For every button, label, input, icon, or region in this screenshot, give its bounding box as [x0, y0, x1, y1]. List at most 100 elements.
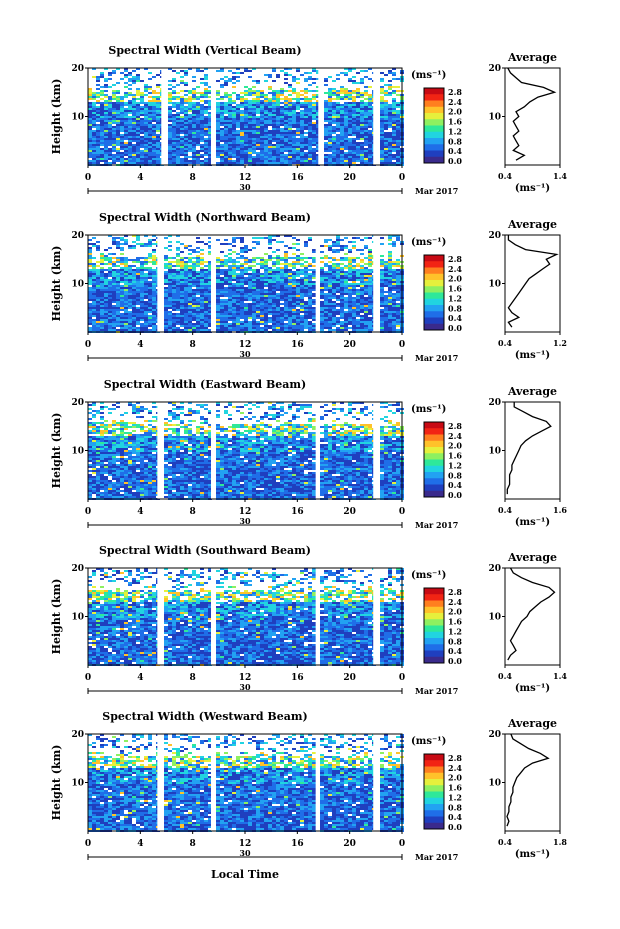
heatmap-cell	[320, 309, 324, 311]
heatmap-cell	[300, 295, 304, 297]
heatmap-cell	[116, 265, 120, 267]
heatmap-cell	[168, 130, 172, 132]
heatmap-cell	[344, 68, 348, 70]
heatmap-cell	[352, 142, 356, 144]
heatmap-cell	[252, 241, 256, 243]
heatmap-cell	[232, 267, 236, 269]
heatmap-cell	[392, 136, 396, 138]
heatmap-cell	[180, 303, 184, 305]
heatmap-cell	[356, 271, 360, 273]
heatmap-cell	[188, 293, 192, 295]
heatmap-cell	[184, 299, 188, 301]
heatmap-cell	[208, 279, 212, 281]
heatmap-cell	[204, 110, 208, 112]
heatmap-cell	[284, 138, 288, 140]
heatmap-cell	[280, 158, 284, 160]
heatmap-cell	[252, 152, 256, 154]
heatmap-cell	[288, 297, 292, 299]
heatmap-cell	[284, 265, 288, 267]
heatmap-cell	[380, 150, 384, 152]
heatmap-cell	[312, 68, 316, 70]
heatmap-cell	[132, 100, 136, 102]
heatmap-cell	[88, 299, 92, 301]
heatmap-cell	[332, 259, 336, 261]
heatmap-cell	[368, 293, 372, 295]
heatmap-cell	[244, 162, 248, 164]
heatmap-cell	[164, 303, 168, 305]
heatmap-cell	[292, 156, 296, 158]
heatmap-cell	[288, 148, 292, 150]
heatmap-cell	[324, 297, 328, 299]
heatmap-cell	[308, 132, 312, 134]
heatmap-cell	[240, 152, 244, 154]
heatmap-cell	[204, 106, 208, 108]
heatmap-cell	[208, 267, 212, 269]
heatmap-cell	[344, 307, 348, 309]
heatmap-cell	[100, 150, 104, 152]
heatmap-cell	[336, 265, 340, 267]
heatmap-cell	[184, 269, 188, 271]
heatmap-cell	[228, 146, 232, 148]
heatmap-cell	[248, 122, 252, 124]
heatmap-cell	[128, 162, 132, 164]
heatmap-cell	[256, 124, 260, 126]
heatmap-cell	[368, 112, 372, 114]
heatmap-cell	[148, 295, 152, 297]
heatmap-cell	[272, 118, 276, 120]
heatmap-cell	[352, 150, 356, 152]
heatmap-cell	[216, 259, 220, 261]
heatmap-cell	[324, 289, 328, 291]
heatmap-cell	[108, 148, 112, 150]
heatmap-cell	[308, 128, 312, 130]
heatmap-cell	[308, 154, 312, 156]
heatmap-cell	[284, 283, 288, 285]
heatmap-cell	[248, 106, 252, 108]
heatmap-cell	[144, 283, 148, 285]
heatmap-cell	[208, 247, 212, 249]
heatmap-cell	[188, 108, 192, 110]
heatmap-cell	[148, 142, 152, 144]
heatmap-cell	[188, 92, 192, 94]
heatmap-cell	[264, 116, 268, 118]
heatmap-cell	[240, 148, 244, 150]
heatmap-cell	[116, 116, 120, 118]
heatmap-cell	[188, 299, 192, 301]
heatmap-cell	[272, 299, 276, 301]
heatmap-cell	[180, 112, 184, 114]
heatmap-cell	[360, 152, 364, 154]
heatmap-cell	[168, 108, 172, 110]
heatmap-cell	[240, 239, 244, 241]
heatmap-cell	[200, 70, 204, 72]
heatmap-cell	[168, 285, 172, 287]
heatmap-cell	[172, 126, 176, 128]
heatmap-cell	[236, 118, 240, 120]
heatmap-cell	[180, 144, 184, 146]
heatmap-cell	[152, 76, 156, 78]
heatmap-cell	[148, 122, 152, 124]
heatmap-cell	[176, 297, 180, 299]
heatmap-cell	[392, 142, 396, 144]
heatmap-cell	[244, 287, 248, 289]
heatmap-cell	[228, 150, 232, 152]
heatmap-cell	[124, 162, 128, 164]
heatmap-cell	[260, 130, 264, 132]
heatmap-cell	[176, 114, 180, 116]
heatmap-cell	[352, 118, 356, 120]
heatmap-cell	[208, 251, 212, 253]
heatmap-cell	[220, 243, 224, 245]
heatmap-cell	[344, 259, 348, 261]
heatmap-cell	[232, 289, 236, 291]
heatmap-cell	[280, 152, 284, 154]
heatmap-cell	[364, 86, 368, 88]
heatmap-cell	[172, 116, 176, 118]
heatmap-cell	[296, 273, 300, 275]
heatmap-cell	[388, 140, 392, 142]
heatmap-cell	[292, 152, 296, 154]
heatmap-cell	[308, 108, 312, 110]
heatmap-cell	[312, 122, 316, 124]
heatmap-cell	[348, 249, 352, 251]
heatmap-cell	[392, 126, 396, 128]
heatmap-cell	[168, 273, 172, 275]
heatmap-cell	[312, 285, 316, 287]
heatmap-cell	[364, 112, 368, 114]
